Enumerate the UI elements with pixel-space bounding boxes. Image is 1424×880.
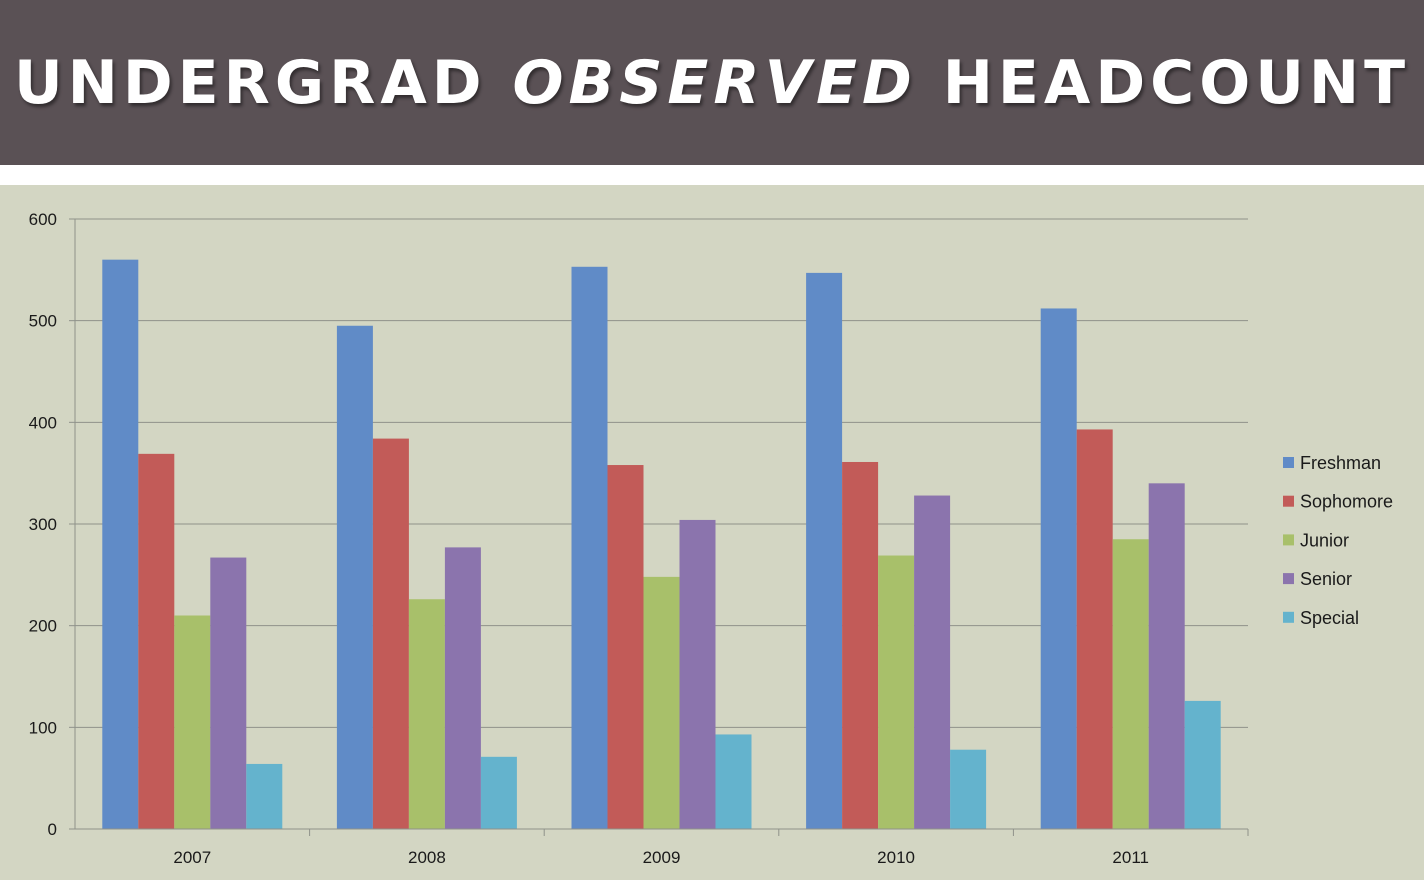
bar-senior-2011 [1148,483,1185,829]
y-tick-label: 100 [29,718,57,737]
bar-sophomore-2011 [1076,429,1113,829]
legend-swatch-junior [1283,534,1294,546]
y-tick-label: 400 [29,413,57,432]
bar-junior-2007 [174,615,211,829]
bar-special-2010 [950,749,987,829]
bar-sophomore-2007 [138,453,175,829]
x-tick-label: 2011 [1112,848,1149,867]
legend-label-freshman: Freshman [1300,453,1381,473]
bar-junior-2011 [1112,539,1149,829]
bar-freshman-2008 [336,325,373,829]
x-tick-label: 2008 [408,848,446,867]
y-tick-label: 0 [48,820,57,839]
bar-freshman-2007 [102,259,139,830]
bar-junior-2008 [408,599,445,829]
title-part-2: OBSERVED [512,47,917,118]
bar-sophomore-2008 [372,438,409,829]
bar-junior-2009 [643,576,680,829]
y-axis-labels: 0 100 200 300 400 500 600 [29,210,57,839]
legend-swatch-sophomore [1283,495,1294,507]
y-tick-label: 300 [29,515,57,534]
legend-label-sophomore: Sophomore [1300,492,1393,512]
bar-freshman-2011 [1040,308,1077,829]
y-tick-label: 200 [29,617,57,636]
legend-swatch-senior [1283,573,1294,585]
bar-sophomore-2009 [607,465,644,829]
bar-senior-2008 [444,547,481,829]
bar-senior-2009 [679,519,716,829]
legend-label-junior: Junior [1300,530,1349,550]
x-tick-label: 2007 [173,848,211,867]
bar-sophomore-2010 [842,461,879,829]
bar-special-2008 [480,756,517,829]
title-part-3: HEADCOUNT [942,47,1411,118]
y-tick-label: 500 [29,312,57,331]
x-tick-label: 2009 [643,848,681,867]
chart-area: 0 100 200 300 400 500 600 2007 2008 2009 2010 2011… [0,185,1424,880]
x-tick-label: 2010 [877,848,915,867]
bar-freshman-2010 [806,272,843,830]
bar-chart: 0 100 200 300 400 500 600 2007 2008 2009 2010 2011… [29,210,1393,867]
legend-label-senior: Senior [1300,569,1352,589]
x-axis-labels: 2007 2008 2009 2010 2011 [173,848,1149,867]
bar-special-2007 [246,763,283,829]
legend-swatch-special [1283,611,1294,623]
title-part-1: UNDERGRAD [13,47,487,118]
bar-junior-2010 [878,555,915,829]
y-tick-label: 600 [29,210,57,229]
slide-title: UNDERGRAD OBSERVED HEADCOUNT [14,48,1410,118]
legend-swatch-freshman [1283,457,1294,468]
bar-senior-2010 [914,495,951,829]
title-bar: UNDERGRAD OBSERVED HEADCOUNT [0,0,1424,165]
bar-senior-2007 [210,557,247,829]
bar-freshman-2009 [571,266,608,829]
bars [102,259,1221,830]
bar-special-2011 [1184,700,1221,829]
axes [69,218,1249,836]
bar-special-2009 [715,734,752,829]
legend-label-special: Special [1300,608,1359,628]
legend: Freshman Sophomore Junior Senior Special [1283,453,1393,628]
